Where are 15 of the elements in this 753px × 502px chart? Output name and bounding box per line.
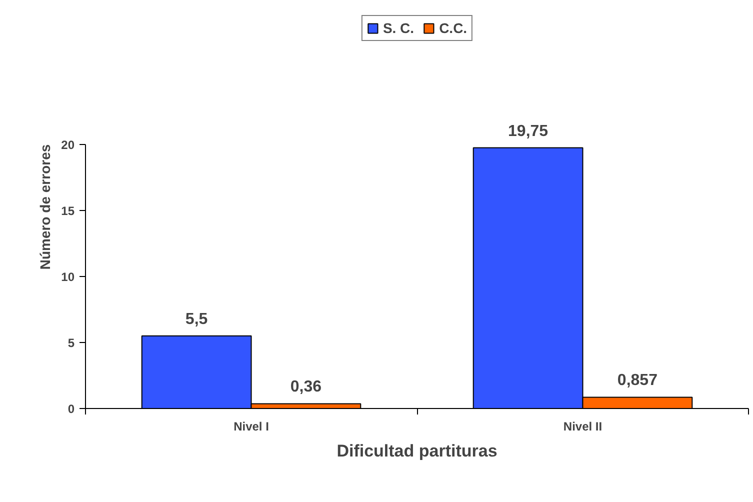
y-axis-title: Número de errores: [37, 144, 54, 270]
data-label: 19,75: [508, 122, 548, 140]
x-tick-label: Nivel II: [563, 420, 602, 434]
x-tick-label: Nivel I: [234, 420, 269, 434]
x-axis-title: Dificultad partituras: [336, 442, 498, 460]
y-tick-label: 20: [61, 138, 75, 152]
legend-label: C.C.: [439, 20, 468, 36]
data-label: 0,857: [617, 372, 658, 390]
y-tick-label: 5: [68, 336, 75, 350]
y-tick-label: 10: [61, 270, 75, 284]
data-label: 5,5: [185, 310, 208, 328]
legend-label: S. C.: [382, 20, 414, 36]
data-label: 0,36: [290, 378, 322, 396]
y-tick-label: 0: [68, 402, 75, 416]
y-tick-label: 15: [61, 204, 75, 218]
